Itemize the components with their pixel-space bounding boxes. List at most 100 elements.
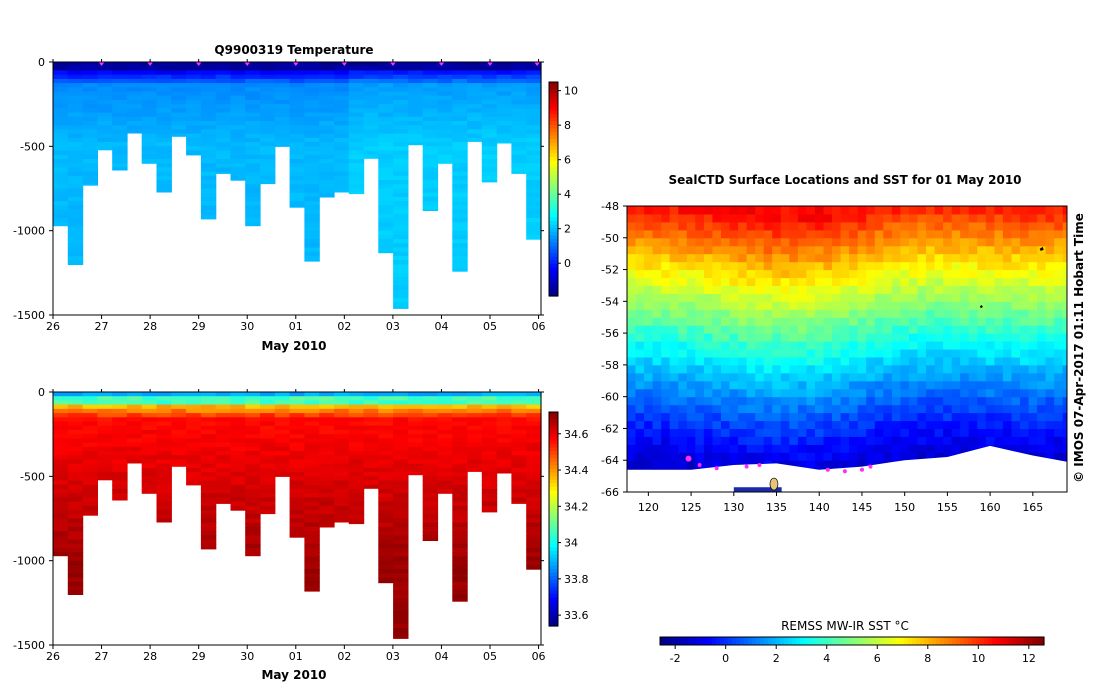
sst-cell (729, 261, 739, 271)
sst-cell (703, 460, 713, 469)
sst-cell (1002, 341, 1012, 350)
sst-cell (763, 452, 773, 461)
sst-cell (926, 349, 936, 358)
sst-cell (985, 317, 995, 326)
section-cell (289, 408, 305, 414)
section-cell (67, 413, 84, 418)
sst-cell (866, 206, 876, 215)
sst-cell (738, 356, 748, 366)
section-cell (526, 226, 542, 232)
sst-cell (661, 412, 671, 422)
sst-cell (669, 372, 679, 382)
sst-cell (1045, 436, 1055, 445)
section-cell (67, 129, 84, 135)
sst-cell (678, 221, 688, 231)
sst-cell (874, 237, 884, 247)
sst-cell (977, 380, 987, 390)
section-cell (481, 150, 498, 156)
section-cell (526, 87, 542, 93)
section-cell (422, 408, 439, 414)
section-cell (334, 95, 350, 101)
sst-cell (635, 309, 645, 318)
sst-cell (627, 261, 637, 271)
section-cell (97, 446, 113, 452)
sst-cell (755, 317, 765, 326)
section-cell (334, 438, 350, 444)
section-cell (348, 104, 365, 109)
section-cell (274, 455, 291, 461)
sst-cell (900, 253, 910, 263)
sst-cell (729, 237, 739, 247)
section-cell (53, 116, 69, 122)
section-cell (304, 569, 320, 574)
section-cell (437, 116, 453, 122)
section-cell (141, 451, 158, 456)
section-cell (526, 510, 542, 515)
section-cell (437, 70, 453, 76)
sst-cell (849, 325, 859, 334)
section-cell (481, 154, 498, 160)
section-cell (319, 429, 335, 435)
sst-cell (695, 404, 705, 414)
colorbar-segment (772, 637, 777, 645)
sst-cell (738, 213, 748, 223)
sst-cell (994, 309, 1004, 318)
section-cell (53, 505, 69, 511)
section-cell (363, 396, 379, 401)
sst-cell (926, 325, 936, 334)
section-cell (378, 429, 394, 435)
sst-cell (943, 317, 953, 326)
section-cell (319, 392, 335, 397)
sst-cell (1054, 452, 1064, 461)
section-cell (422, 121, 439, 126)
sst-cell (712, 380, 722, 390)
colorbar-segment (549, 124, 558, 129)
section-cell (496, 112, 512, 118)
sst-cell (934, 452, 944, 461)
sst-cell (763, 412, 773, 422)
sst-cell (985, 237, 995, 247)
sst-cell (644, 293, 654, 302)
sst-cell (780, 285, 790, 294)
section-cell (452, 581, 468, 587)
sst-cell (695, 269, 705, 279)
sst-cell (934, 213, 944, 223)
sst-cell (652, 317, 662, 326)
sst-cell (883, 213, 893, 223)
sst-cell (635, 372, 645, 382)
section-cell (230, 133, 246, 139)
section-cell (526, 463, 542, 469)
section-cell (200, 83, 217, 88)
section-cell (422, 116, 439, 122)
y-tick-label: -500 (20, 470, 45, 483)
sst-cell (686, 245, 696, 255)
section-cell (393, 125, 409, 131)
sst-cell (900, 285, 910, 294)
section-cell (289, 91, 305, 97)
section-cell (496, 142, 512, 144)
sst-cell (994, 388, 1004, 398)
sst-cell (994, 293, 1004, 302)
section-cell (407, 451, 424, 456)
sst-cell (1002, 420, 1012, 429)
section-cell (511, 154, 527, 160)
section-cell (126, 62, 143, 67)
section-cell (393, 213, 409, 219)
island-feature (769, 477, 779, 491)
section-cell (393, 472, 409, 477)
sst-cell (644, 229, 654, 239)
sst-cell (857, 396, 867, 406)
sst-cell (874, 356, 884, 366)
sst-cell (994, 341, 1004, 350)
section-cell (289, 95, 305, 101)
section-cell (407, 108, 424, 114)
section-cell (304, 146, 320, 152)
section-cell (452, 548, 468, 553)
section-cell (156, 442, 172, 448)
sst-cell (686, 237, 696, 247)
section-cell (348, 95, 365, 101)
sst-cell (917, 317, 927, 326)
section-cell (156, 188, 172, 193)
sst-cell (806, 388, 816, 398)
